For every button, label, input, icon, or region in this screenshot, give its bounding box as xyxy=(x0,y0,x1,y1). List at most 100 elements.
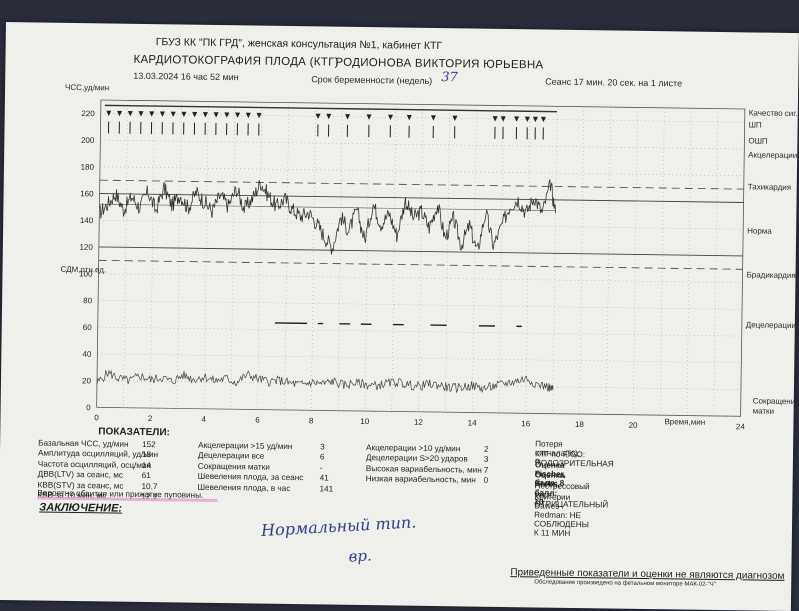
stat-label: Базальная ЧСС, уд/мин xyxy=(38,438,129,448)
stat-value: 3 xyxy=(484,455,489,464)
stat-label: ДВВ(LTV) за сеанс, мс xyxy=(38,470,123,480)
uc-axis-label: СДМ,отн.ед. xyxy=(60,265,106,275)
grid-vline xyxy=(606,107,610,414)
stat-label: Децелерации все xyxy=(198,451,265,461)
stat-value: 3 xyxy=(320,442,325,451)
stat-label: Частота осцилляций, осц/мин xyxy=(38,459,151,470)
grid-vline xyxy=(365,104,369,411)
grid-vline xyxy=(580,107,584,414)
fetal-movement-marker xyxy=(367,114,372,119)
y-tick-label: 40 xyxy=(82,350,92,359)
x-tick-label: 24 xyxy=(736,422,746,431)
chart-annotations xyxy=(102,105,557,326)
fetal-movement-marker xyxy=(138,111,143,116)
grid-vline xyxy=(338,103,342,410)
fetal-movement-marker xyxy=(171,112,176,117)
x-tick-label: 0 xyxy=(94,413,99,422)
x-tick-label: 12 xyxy=(414,418,424,427)
legend-tachycardia: Тахикардия xyxy=(748,182,791,192)
stat-label: Высокая вариабельность, мин xyxy=(366,464,482,475)
time-axis-label: Время,мин xyxy=(664,417,705,427)
plot-frame xyxy=(97,100,745,416)
stat-label: Децелерации S>20 ударов xyxy=(366,453,468,463)
stat-value: 0 xyxy=(484,476,489,485)
stat-value: 61 xyxy=(142,471,151,480)
handwritten-conclusion: Нормальный тип. xyxy=(261,512,417,540)
stat-value: 2 xyxy=(484,445,489,454)
x-tick-label: 8 xyxy=(309,416,314,425)
fetal-movement-marker xyxy=(316,114,321,119)
legend-osh: ОШП xyxy=(748,136,767,145)
fetal-movement-marker xyxy=(514,116,519,121)
y-tick-label: 120 xyxy=(79,243,93,252)
grid-vline xyxy=(150,101,154,408)
stat-value: 13 xyxy=(142,450,151,459)
grid-vline xyxy=(445,105,449,412)
fetal-movement-marker xyxy=(246,113,251,118)
handwritten-signature: вр. xyxy=(348,546,372,565)
legend-signal-quality: Качество сиг. xyxy=(749,108,798,118)
fetal-movement-marker xyxy=(160,111,165,116)
conclusion-label: ЗАКЛЮЧЕНИЕ: xyxy=(39,502,122,515)
fhr-axis-label: ЧСС,уд/мин xyxy=(65,83,109,93)
y-tick-label: 140 xyxy=(80,216,94,225)
stat-label: Шевеления плода, в час xyxy=(197,482,290,492)
y-tick-label: 0 xyxy=(86,403,91,412)
legend-fetal-movement: ШП xyxy=(749,120,762,129)
x-tick-label: 20 xyxy=(629,421,639,430)
legend-accelerations: Акцелерации xyxy=(748,150,797,160)
fetal-movement-marker xyxy=(128,111,133,116)
chart-grid xyxy=(97,100,745,416)
stat-label: Амплитуда осцилляций, уд/мин xyxy=(38,449,158,460)
x-tick-label: 16 xyxy=(521,419,531,428)
fhr-series-line xyxy=(99,173,556,257)
x-tick-label: 14 xyxy=(468,418,478,427)
grid-vline xyxy=(258,102,262,409)
fetal-movement-marker xyxy=(235,113,240,118)
fetal-movement-marker xyxy=(407,115,412,120)
stat-label: Сокращения матки xyxy=(198,462,270,472)
stat-label: Низкая вариабельность, мин xyxy=(366,474,476,485)
x-tick-label: 6 xyxy=(255,416,260,425)
dawes-redman: Критерии Dawes-Redman: НЕ СОБЛЮДЕНЫ К 11… xyxy=(534,492,590,538)
y-tick-label: 20 xyxy=(82,376,92,385)
stats-title: ПОКАЗАТЕЛИ: xyxy=(98,426,170,438)
stat-value: 141 xyxy=(319,484,333,493)
y-tick-label: 80 xyxy=(83,296,93,305)
x-tick-label: 10 xyxy=(360,417,370,426)
device-info: Обследование произведено на фетальном мо… xyxy=(534,579,716,588)
norm-line xyxy=(99,247,743,256)
grid-vline xyxy=(284,103,288,410)
stat-label: Акцелерации >10 уд/мин xyxy=(366,443,460,453)
baseline-line xyxy=(99,204,555,210)
grid-hline xyxy=(100,167,744,176)
stat-value: - xyxy=(320,463,323,472)
stat-label: Шевеления плода, за сеанс xyxy=(198,472,304,482)
grid-vline xyxy=(660,108,664,415)
legend-bradycardia: Брадикардия xyxy=(746,270,795,280)
signal-quality-bar xyxy=(105,105,557,111)
grid-hline xyxy=(97,354,741,363)
grid-vline xyxy=(553,106,557,413)
fetal-movement-marker xyxy=(203,112,208,117)
stat-value: 6 xyxy=(320,453,325,462)
grid-vline xyxy=(123,100,127,407)
fetal-movement-marker xyxy=(326,114,331,119)
grid-vline xyxy=(633,107,637,414)
legend-norm: Норма xyxy=(747,226,772,235)
stat-value: 14 xyxy=(142,461,151,470)
fetal-movement-marker xyxy=(106,111,111,116)
stat-value: 152 xyxy=(142,440,156,449)
fetal-movement-marker xyxy=(431,115,436,120)
x-tick-label: 2 xyxy=(148,414,153,423)
